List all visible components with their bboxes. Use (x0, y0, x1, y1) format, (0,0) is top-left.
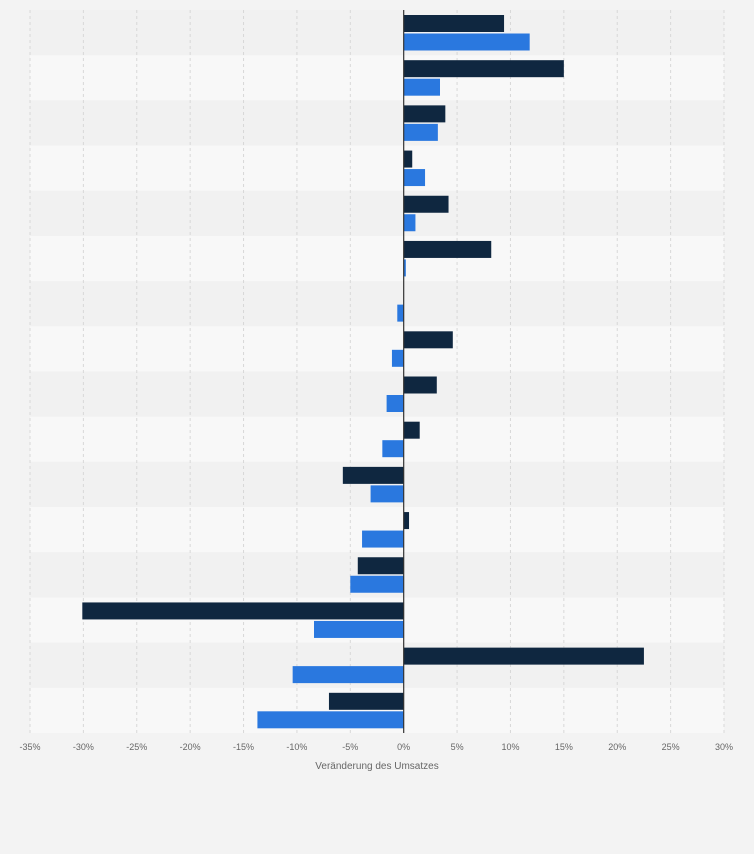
bar-series-1[interactable] (82, 602, 403, 619)
bar-series-2[interactable] (257, 711, 403, 728)
bar-series-2[interactable] (404, 79, 440, 96)
bar-series-2[interactable] (404, 124, 438, 141)
x-tick-label: -15% (233, 742, 254, 752)
row-band (30, 326, 724, 371)
bar-series-1[interactable] (404, 60, 564, 77)
row-band (30, 146, 724, 191)
bar-series-1[interactable] (404, 196, 449, 213)
bar-series-1[interactable] (404, 241, 492, 258)
bar-series-1[interactable] (404, 648, 644, 665)
bar-series-2[interactable] (350, 576, 403, 593)
x-tick-label: -10% (286, 742, 307, 752)
x-tick-label: 10% (501, 742, 519, 752)
bar-series-2[interactable] (404, 169, 425, 186)
bar-series-1[interactable] (404, 15, 504, 32)
bar-series-1[interactable] (358, 557, 404, 574)
bar-series-2[interactable] (387, 395, 404, 412)
bar-series-2[interactable] (293, 666, 404, 683)
bar-series-1[interactable] (404, 512, 409, 529)
bar-series-1[interactable] (404, 151, 413, 168)
x-tick-label: 25% (662, 742, 680, 752)
row-band (30, 10, 724, 55)
row-band (30, 236, 724, 281)
x-tick-label: -30% (73, 742, 94, 752)
bar-series-1[interactable] (329, 693, 404, 710)
x-tick-label: 20% (608, 742, 626, 752)
row-band (30, 191, 724, 236)
x-tick-label: -20% (180, 742, 201, 752)
row-band (30, 100, 724, 145)
bar-series-2[interactable] (404, 34, 530, 51)
row-band (30, 281, 724, 326)
x-axis-label: Veränderung des Umsatzes (315, 761, 438, 772)
bar-series-2[interactable] (392, 350, 404, 367)
bar-series-1[interactable] (404, 377, 437, 394)
x-tick-labels: -35% -30% -25% -20% -15% -10% -5% 0% 5% 10% 15% 20%… (19, 742, 733, 752)
x-tick-label: -5% (342, 742, 358, 752)
row-band (30, 55, 724, 100)
row-band (30, 417, 724, 462)
bar-series-2[interactable] (371, 485, 404, 502)
x-tick-label: -25% (126, 742, 147, 752)
bar-series-1[interactable] (404, 422, 420, 439)
bar-series-1[interactable] (343, 467, 404, 484)
x-tick-label: -35% (19, 742, 40, 752)
row-band (30, 372, 724, 417)
x-tick-label: 5% (451, 742, 464, 752)
bar-series-2[interactable] (314, 621, 404, 638)
bar-series-2[interactable] (382, 440, 403, 457)
bar-series-1[interactable] (404, 105, 446, 122)
bar-series-2[interactable] (362, 531, 404, 548)
x-tick-label: 15% (555, 742, 573, 752)
x-tick-label: 0% (397, 742, 410, 752)
bar-series-1[interactable] (404, 331, 453, 348)
bar-series-2[interactable] (404, 214, 416, 231)
bar-series-2[interactable] (397, 305, 403, 322)
x-tick-label: 30% (715, 742, 733, 752)
